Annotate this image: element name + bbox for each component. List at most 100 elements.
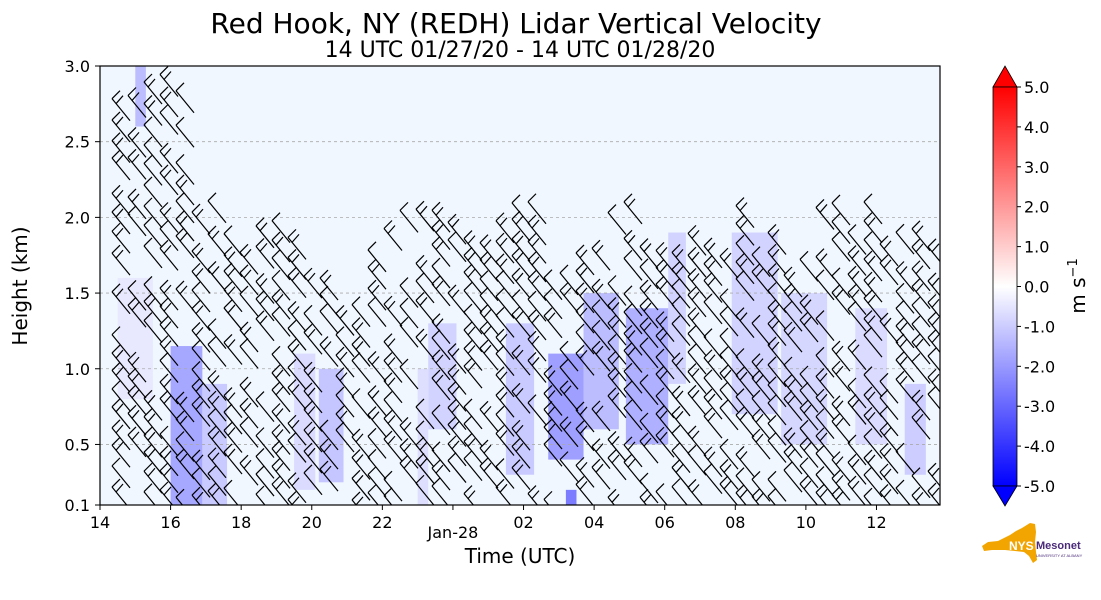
wind-barb-staff bbox=[831, 239, 851, 262]
wind-barb-flag bbox=[367, 279, 377, 289]
wind-barb-staff bbox=[175, 162, 195, 185]
wind-barb-flag bbox=[175, 227, 185, 237]
wind-barb-staff bbox=[607, 375, 627, 398]
wind-barb-staff bbox=[479, 278, 499, 302]
wind-barb-staff bbox=[111, 388, 131, 412]
wind-barb-staff bbox=[335, 413, 355, 437]
wind-barb-staff bbox=[495, 394, 515, 418]
wind-barb-flag bbox=[147, 394, 156, 404]
wind-barb-flag bbox=[847, 434, 857, 444]
wind-barb bbox=[927, 311, 940, 336]
wind-barb bbox=[831, 451, 851, 483]
wind-barb-staff bbox=[447, 460, 467, 483]
wind-barb bbox=[159, 352, 179, 383]
wind-barb-flag bbox=[371, 356, 380, 365]
wind-barb-staff bbox=[847, 292, 867, 315]
wind-barb-staff bbox=[479, 295, 499, 318]
wind-barb bbox=[831, 267, 851, 299]
wind-barb-staff bbox=[175, 90, 195, 114]
wind-barb bbox=[703, 328, 723, 360]
wind-barb-staff bbox=[527, 259, 547, 283]
wind-barb-flag bbox=[511, 382, 521, 392]
wind-barb-flag bbox=[687, 325, 697, 335]
wind-barb-flag bbox=[735, 467, 745, 477]
wind-barb bbox=[351, 317, 371, 348]
wind-barb-flag bbox=[687, 479, 697, 488]
wind-barb-staff bbox=[431, 357, 451, 381]
wind-barb-flag bbox=[671, 424, 681, 434]
wind-barb-flag bbox=[335, 346, 345, 356]
wind-barb-flag bbox=[147, 413, 156, 423]
wind-barb-flag bbox=[723, 252, 732, 262]
wind-barb-staff bbox=[431, 283, 451, 307]
wind-barb bbox=[703, 272, 723, 303]
wind-barb bbox=[751, 408, 771, 440]
wind-barb-flag bbox=[131, 372, 140, 382]
wind-barb-staff bbox=[207, 378, 227, 401]
wind-barb-flag bbox=[863, 466, 873, 476]
wind-barb bbox=[143, 73, 163, 105]
wind-barb-flag bbox=[495, 366, 505, 376]
wind-barb-staff bbox=[639, 246, 659, 269]
wind-barb-staff bbox=[863, 436, 883, 459]
wind-barb-flag bbox=[623, 342, 633, 351]
wind-barb-flag bbox=[719, 475, 729, 485]
wind-barb-flag bbox=[163, 378, 172, 388]
wind-barb-flag bbox=[111, 326, 121, 336]
wind-barb bbox=[351, 449, 371, 480]
y-tick-label-1: 0.5 bbox=[65, 435, 90, 454]
wind-barb bbox=[319, 438, 339, 470]
wind-barb bbox=[767, 376, 787, 408]
wind-barb-flag bbox=[447, 416, 457, 425]
wind-barb bbox=[559, 340, 579, 372]
wind-barb bbox=[159, 425, 179, 457]
wind-barb-flag bbox=[211, 452, 220, 462]
wind-barb-flag bbox=[623, 325, 633, 334]
wind-barb-flag bbox=[463, 321, 473, 331]
wind-barb-flag bbox=[275, 480, 284, 490]
wind-barb-flag bbox=[851, 399, 860, 408]
wind-barb-flag bbox=[319, 285, 329, 295]
wind-barb-staff bbox=[207, 415, 227, 439]
wind-barb bbox=[719, 247, 739, 279]
wind-barb-flag bbox=[751, 263, 761, 273]
wind-barb-flag bbox=[527, 290, 537, 300]
wind-barb-flag bbox=[131, 153, 140, 163]
wind-barb-flag bbox=[655, 275, 665, 285]
wind-barb-flag bbox=[447, 364, 457, 373]
wind-barb-flag bbox=[559, 380, 569, 390]
wind-barb-flag bbox=[291, 272, 300, 282]
wind-barb-staff bbox=[415, 300, 435, 323]
wind-barb bbox=[863, 289, 883, 321]
wind-barb-flag bbox=[127, 367, 137, 377]
wind-barb-staff bbox=[431, 377, 451, 401]
wind-barb-staff bbox=[671, 467, 691, 490]
wind-barb-flag bbox=[159, 202, 169, 211]
wind-barb-flag bbox=[143, 176, 153, 186]
wind-barb-staff bbox=[639, 496, 648, 505]
wind-barb-staff bbox=[703, 301, 723, 325]
wind-barb-flag bbox=[371, 390, 380, 399]
wind-barb-staff bbox=[303, 331, 323, 355]
wind-barb-flag bbox=[691, 312, 700, 322]
wind-barb-flag bbox=[863, 231, 873, 241]
wind-barb bbox=[767, 243, 787, 275]
wind-barb-flag bbox=[463, 340, 473, 349]
wind-barb-staff bbox=[703, 357, 723, 381]
wind-barb-flag bbox=[911, 333, 921, 343]
wind-barb bbox=[351, 491, 364, 505]
wind-barb bbox=[255, 273, 275, 304]
wind-barb-flag bbox=[143, 462, 153, 472]
wind-barb-staff bbox=[207, 490, 221, 505]
wind-barb-flag bbox=[431, 201, 441, 211]
wind-barb bbox=[735, 467, 755, 499]
wind-barb-flag bbox=[863, 326, 873, 336]
downdraft-region-14 bbox=[904, 383, 926, 475]
colorbar-tick-label-1: 4.0 bbox=[1024, 118, 1049, 137]
wind-barb-staff bbox=[719, 335, 739, 359]
wind-barb-staff bbox=[703, 415, 723, 439]
wind-barb bbox=[815, 199, 835, 230]
wind-barb bbox=[463, 415, 483, 447]
wind-barb bbox=[383, 470, 403, 502]
wind-barb-flag bbox=[271, 231, 281, 241]
